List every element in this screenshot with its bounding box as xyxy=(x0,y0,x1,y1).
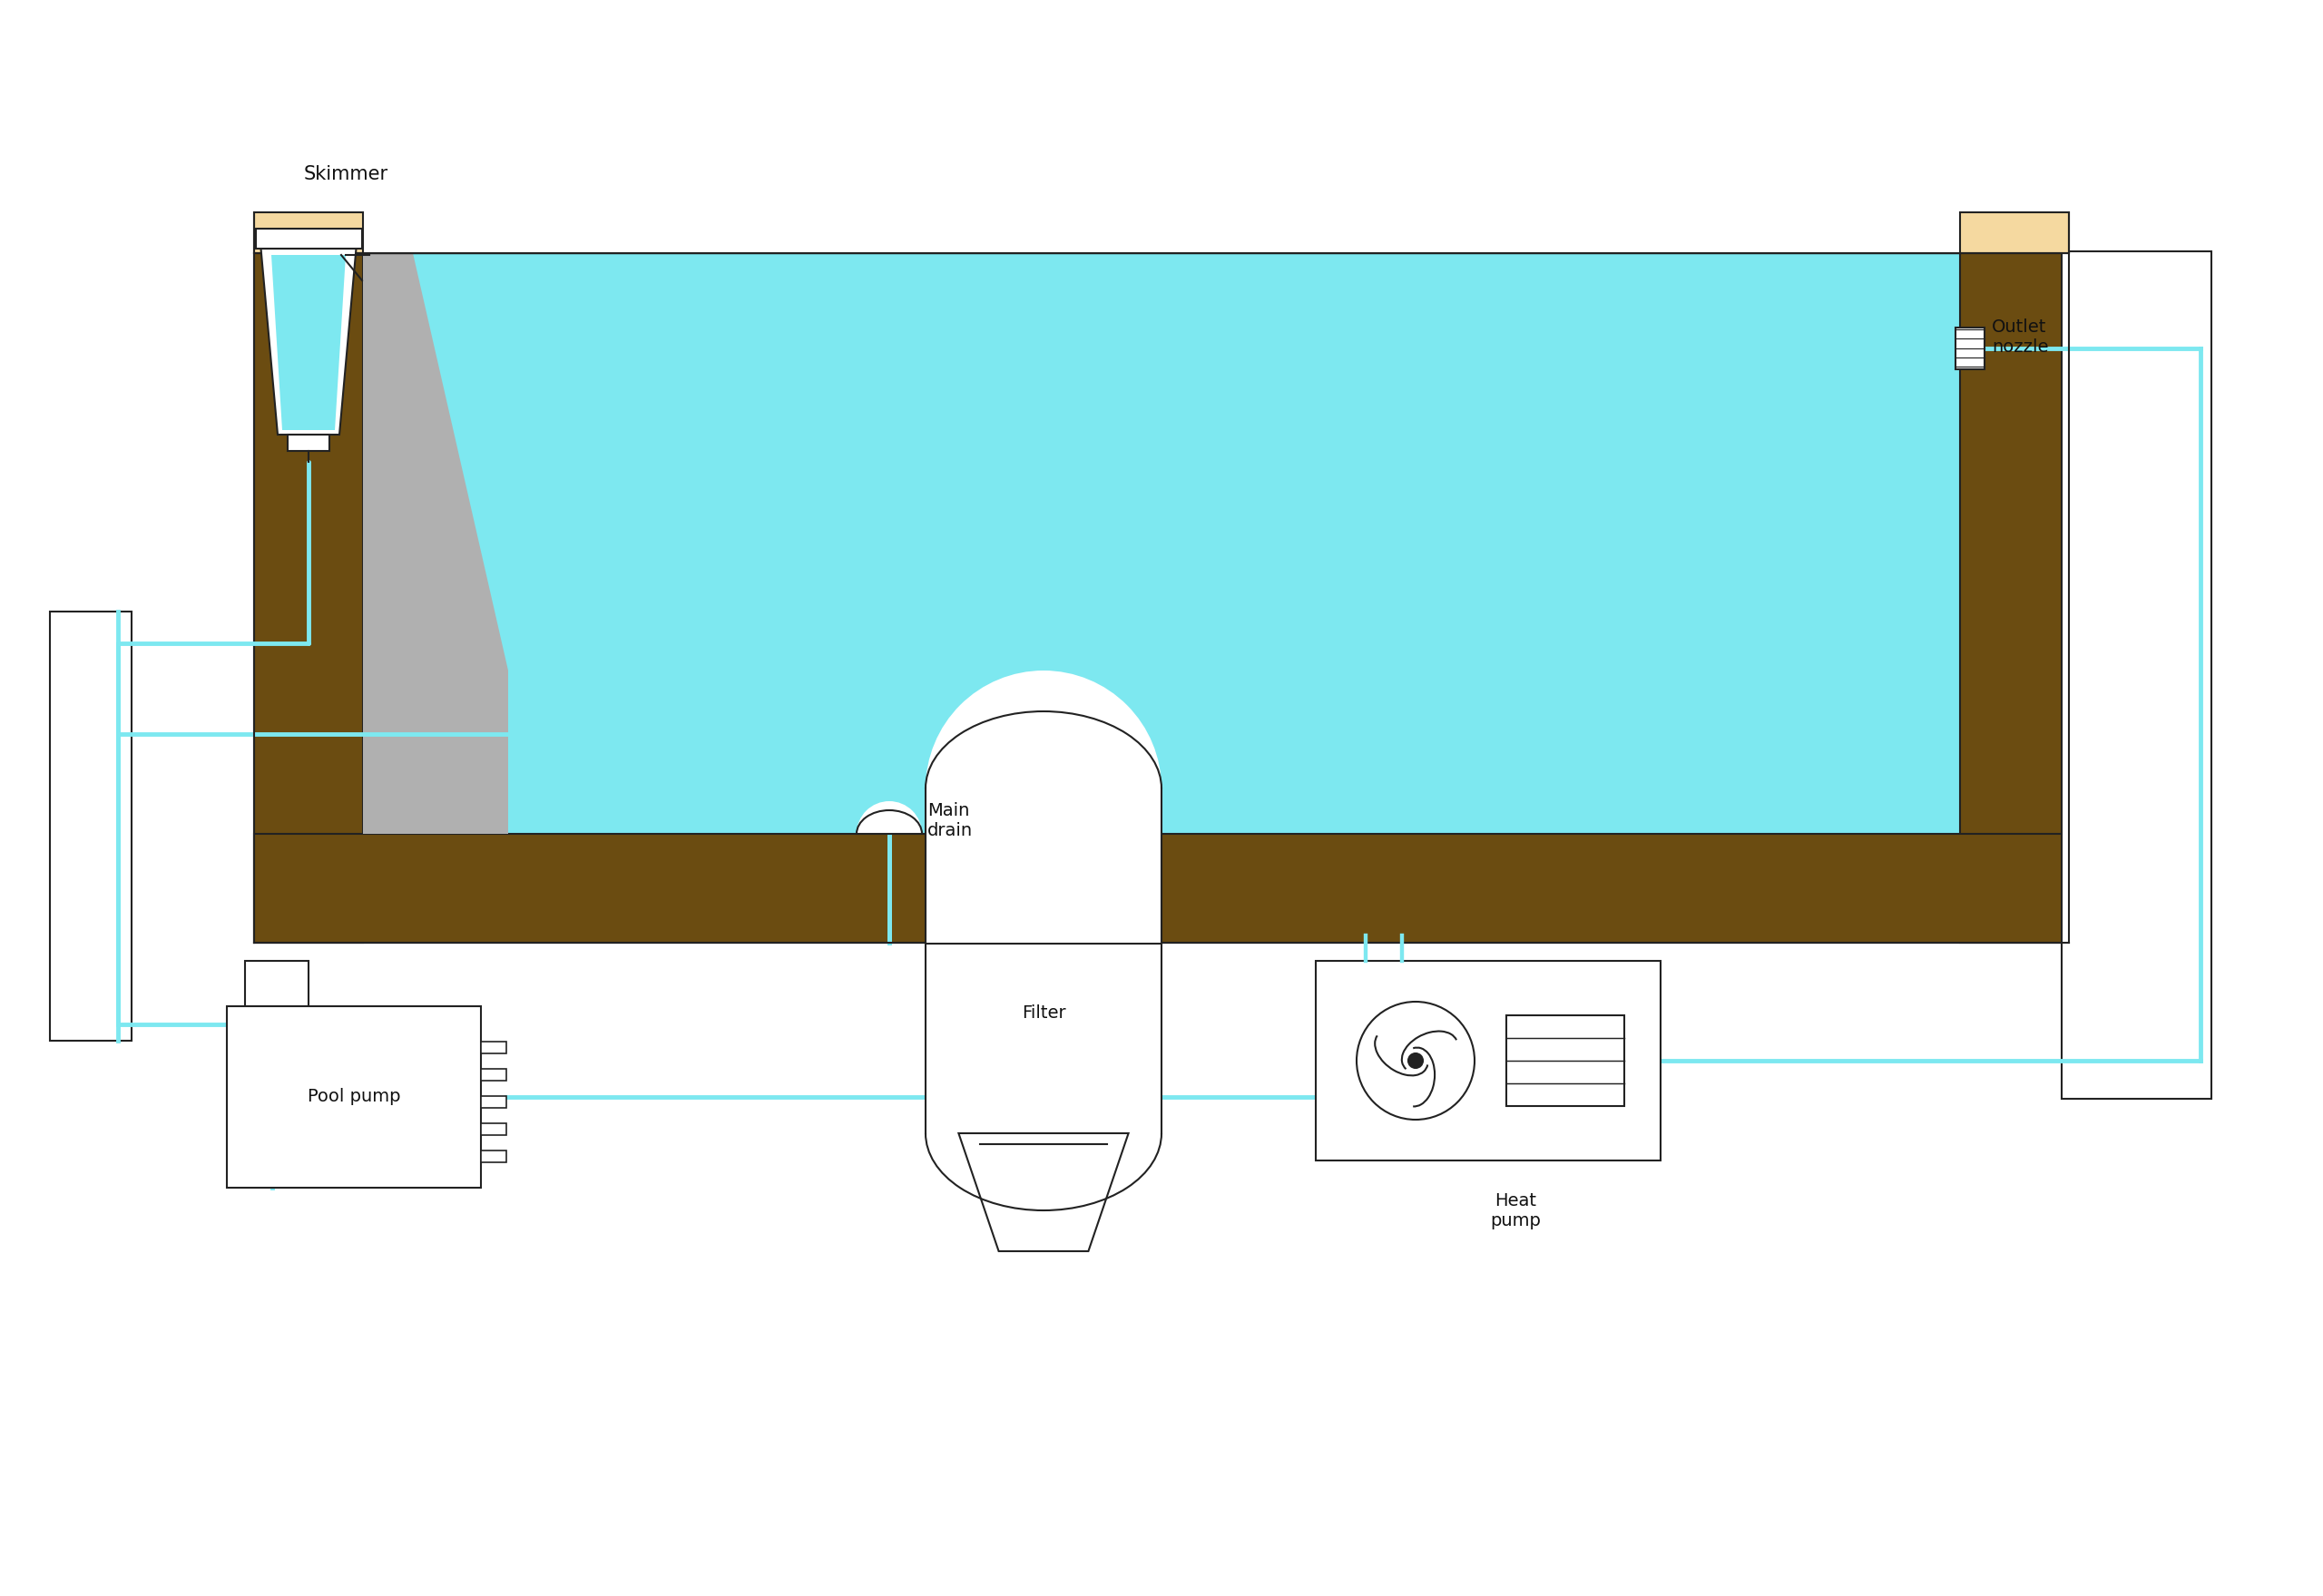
Text: Pool pump: Pool pump xyxy=(307,1088,400,1106)
Bar xyxy=(253,254,362,943)
Bar xyxy=(481,1042,506,1053)
Bar xyxy=(1956,327,1984,369)
Bar xyxy=(481,1124,506,1135)
Bar xyxy=(481,1151,506,1162)
Polygon shape xyxy=(362,254,509,833)
Bar xyxy=(481,1096,506,1108)
Text: Outlet
nozzle: Outlet nozzle xyxy=(1991,319,2049,356)
Bar xyxy=(1505,1015,1624,1106)
Bar xyxy=(253,212,362,254)
Bar xyxy=(253,833,2070,943)
Polygon shape xyxy=(959,1133,1129,1251)
Text: Main
drain: Main drain xyxy=(927,803,973,839)
Bar xyxy=(228,1005,481,1187)
Bar xyxy=(481,1069,506,1080)
Bar xyxy=(365,254,1961,833)
Wedge shape xyxy=(925,670,1162,788)
Circle shape xyxy=(1408,1053,1422,1068)
Polygon shape xyxy=(272,255,346,429)
Circle shape xyxy=(1357,1002,1475,1120)
Text: Skimmer: Skimmer xyxy=(304,164,388,184)
Bar xyxy=(49,611,132,1041)
Text: Filter: Filter xyxy=(1022,1004,1066,1021)
Bar xyxy=(244,961,309,1005)
Bar xyxy=(2063,251,2211,1098)
Bar xyxy=(1315,961,1661,1160)
Bar xyxy=(1961,254,2070,943)
Wedge shape xyxy=(925,1133,1162,1251)
Bar xyxy=(288,434,330,452)
Polygon shape xyxy=(260,249,355,434)
Bar xyxy=(925,788,1162,1133)
Bar xyxy=(1961,212,2070,254)
Wedge shape xyxy=(857,801,922,833)
Text: Heat
pump: Heat pump xyxy=(1489,1192,1540,1229)
Bar xyxy=(256,228,362,249)
